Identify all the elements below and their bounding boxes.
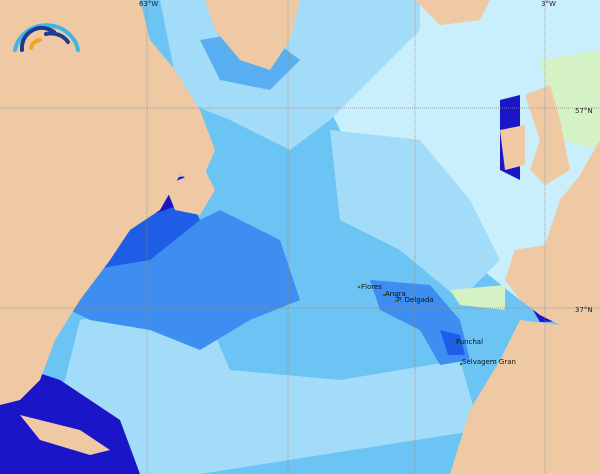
- svg-text:P. Delgada: P. Delgada: [397, 296, 434, 304]
- place-selvagem[interactable]: Selvagem Gran: [459, 358, 516, 366]
- place-angra[interactable]: Angra: [382, 290, 406, 298]
- land-britain: [525, 85, 570, 185]
- place-funchal[interactable]: Funchal: [453, 338, 483, 346]
- rainbow-arc-logo: [13, 23, 80, 52]
- ocean-zone-light-2: [330, 130, 500, 300]
- ocean-zone-green-2: [450, 285, 505, 310]
- land-north-america: [0, 0, 215, 405]
- ocean-zone-deep-azores: [440, 330, 465, 355]
- svg-text:Selvagem Gran: Selvagem Gran: [462, 358, 516, 366]
- land-ireland: [500, 125, 525, 170]
- land-iceland: [415, 0, 490, 25]
- place-delgada[interactable]: P. Delgada: [394, 296, 434, 304]
- lat-label-top: 57°N: [575, 107, 593, 115]
- svg-text:Funchal: Funchal: [456, 338, 483, 346]
- ocean-zone-green: [540, 50, 600, 150]
- ocean-zone-darkest-caribbean: [0, 360, 140, 474]
- place-flores[interactable]: Flores: [357, 283, 383, 291]
- ocean-zone-pale: [330, 0, 600, 300]
- lon-label-right: 3°W: [541, 0, 556, 8]
- land-europe-africa: [450, 140, 600, 474]
- land-greenland: [205, 0, 300, 70]
- ocean-zone-southwest-light: [60, 300, 480, 474]
- svg-text:Flores: Flores: [361, 283, 382, 291]
- lat-label-bottom: 37°N: [575, 306, 593, 314]
- svg-text:Angra: Angra: [385, 290, 406, 298]
- lon-label-left: 63°W: [139, 0, 158, 8]
- land-cuba: [20, 415, 110, 455]
- ocean-zone-blue: [50, 210, 300, 350]
- land-newfoundland: [165, 170, 215, 215]
